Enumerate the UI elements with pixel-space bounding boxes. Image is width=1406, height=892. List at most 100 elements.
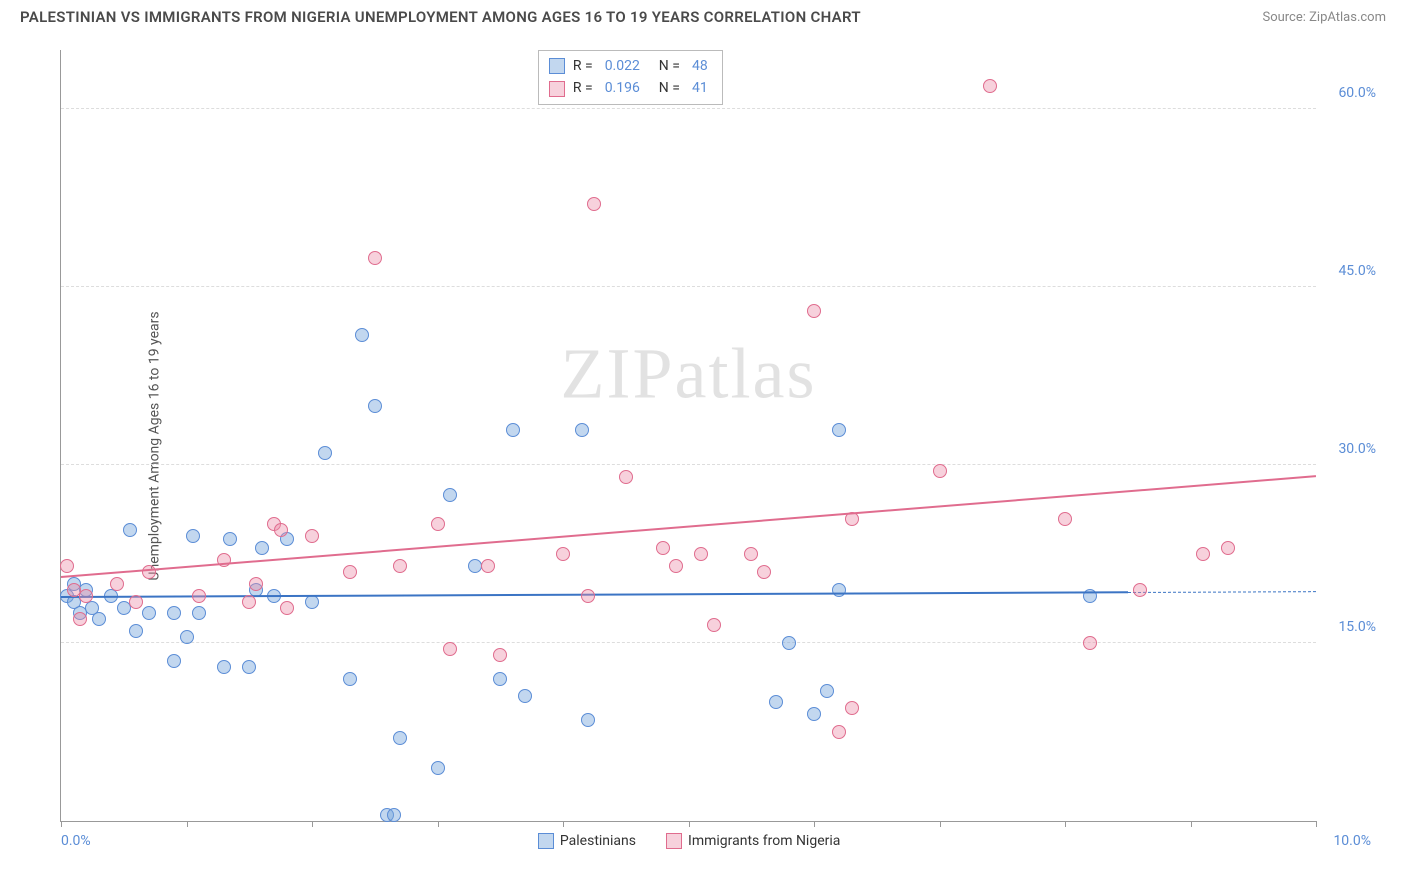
x-tick (1191, 821, 1192, 827)
data-point (73, 612, 87, 626)
data-point (587, 197, 601, 211)
data-point (110, 577, 124, 591)
stat-r-value: 0.022 (605, 55, 640, 77)
x-tick (563, 821, 564, 827)
data-point (368, 251, 382, 265)
legend-swatch (549, 58, 565, 74)
data-point (129, 595, 143, 609)
data-point (1058, 512, 1072, 526)
data-point (192, 606, 206, 620)
data-point (343, 672, 357, 686)
data-point (92, 612, 106, 626)
x-tick (312, 821, 313, 827)
data-point (1196, 547, 1210, 561)
stat-n-label: N = (652, 77, 680, 99)
series-legend: Palestinians Immigrants from Nigeria (538, 833, 841, 849)
data-point (669, 559, 683, 573)
data-point (443, 488, 457, 502)
data-point (832, 423, 846, 437)
data-point (129, 624, 143, 638)
data-point (393, 731, 407, 745)
data-point (274, 523, 288, 537)
data-point (983, 79, 997, 93)
data-point (619, 470, 633, 484)
y-tick-label: 45.0% (1338, 263, 1376, 279)
data-point (368, 399, 382, 413)
x-tick (940, 821, 941, 827)
data-point (506, 423, 520, 437)
data-point (318, 446, 332, 460)
data-point (167, 654, 181, 668)
data-point (556, 547, 570, 561)
data-point (933, 464, 947, 478)
data-point (832, 583, 846, 597)
x-axis-max-label: 10.0% (1333, 833, 1371, 849)
legend-swatch (538, 833, 554, 849)
trend-line-dashed (1128, 591, 1316, 593)
legend-item: Palestinians (538, 833, 636, 849)
y-tick-label: 15.0% (1338, 619, 1376, 635)
data-point (280, 601, 294, 615)
data-point (845, 701, 859, 715)
data-point (142, 565, 156, 579)
data-point (1221, 541, 1235, 555)
data-point (820, 684, 834, 698)
data-point (249, 577, 263, 591)
data-point (443, 642, 457, 656)
chart-header: PALESTINIAN VS IMMIGRANTS FROM NIGERIA U… (0, 0, 1406, 30)
x-tick (61, 821, 62, 827)
data-point (242, 595, 256, 609)
data-point (60, 559, 74, 573)
watermark: ZIPatlas (561, 332, 817, 415)
data-point (481, 559, 495, 573)
stat-r-label: R = (573, 77, 593, 99)
x-tick (689, 821, 690, 827)
data-point (575, 423, 589, 437)
chart-title: PALESTINIAN VS IMMIGRANTS FROM NIGERIA U… (20, 8, 861, 26)
data-point (581, 589, 595, 603)
data-point (744, 547, 758, 561)
data-point (656, 541, 670, 555)
data-point (186, 529, 200, 543)
data-point (694, 547, 708, 561)
data-point (343, 565, 357, 579)
y-tick-label: 60.0% (1338, 85, 1376, 101)
data-point (167, 606, 181, 620)
stat-r-value: 0.196 (605, 77, 640, 99)
x-tick (1316, 821, 1317, 827)
data-point (305, 529, 319, 543)
y-tick-label: 30.0% (1338, 441, 1376, 457)
data-point (493, 648, 507, 662)
data-point (255, 541, 269, 555)
legend-swatch (549, 81, 565, 97)
data-point (123, 523, 137, 537)
data-point (142, 606, 156, 620)
data-point (1133, 583, 1147, 597)
gridline (61, 642, 1316, 643)
data-point (1083, 636, 1097, 650)
data-point (493, 672, 507, 686)
data-point (431, 517, 445, 531)
data-point (393, 559, 407, 573)
data-point (769, 695, 783, 709)
x-tick (438, 821, 439, 827)
legend-item: Immigrants from Nigeria (666, 833, 840, 849)
data-point (223, 532, 237, 546)
chart-area: Unemployment Among Ages 16 to 19 years Z… (50, 40, 1386, 852)
stat-n-value: 41 (692, 77, 708, 99)
source-label: Source: ZipAtlas.com (1262, 10, 1386, 25)
data-point (832, 725, 846, 739)
data-point (192, 589, 206, 603)
stat-r-label: R = (573, 55, 593, 77)
x-tick (187, 821, 188, 827)
data-point (217, 660, 231, 674)
legend-label: Palestinians (560, 833, 636, 849)
x-tick (1065, 821, 1066, 827)
data-point (782, 636, 796, 650)
data-point (807, 304, 821, 318)
data-point (757, 565, 771, 579)
data-point (387, 808, 401, 822)
data-point (807, 707, 821, 721)
data-point (581, 713, 595, 727)
plot-region: ZIPatlas R =0.022 N =48R =0.196 N =41 Pa… (60, 50, 1316, 822)
